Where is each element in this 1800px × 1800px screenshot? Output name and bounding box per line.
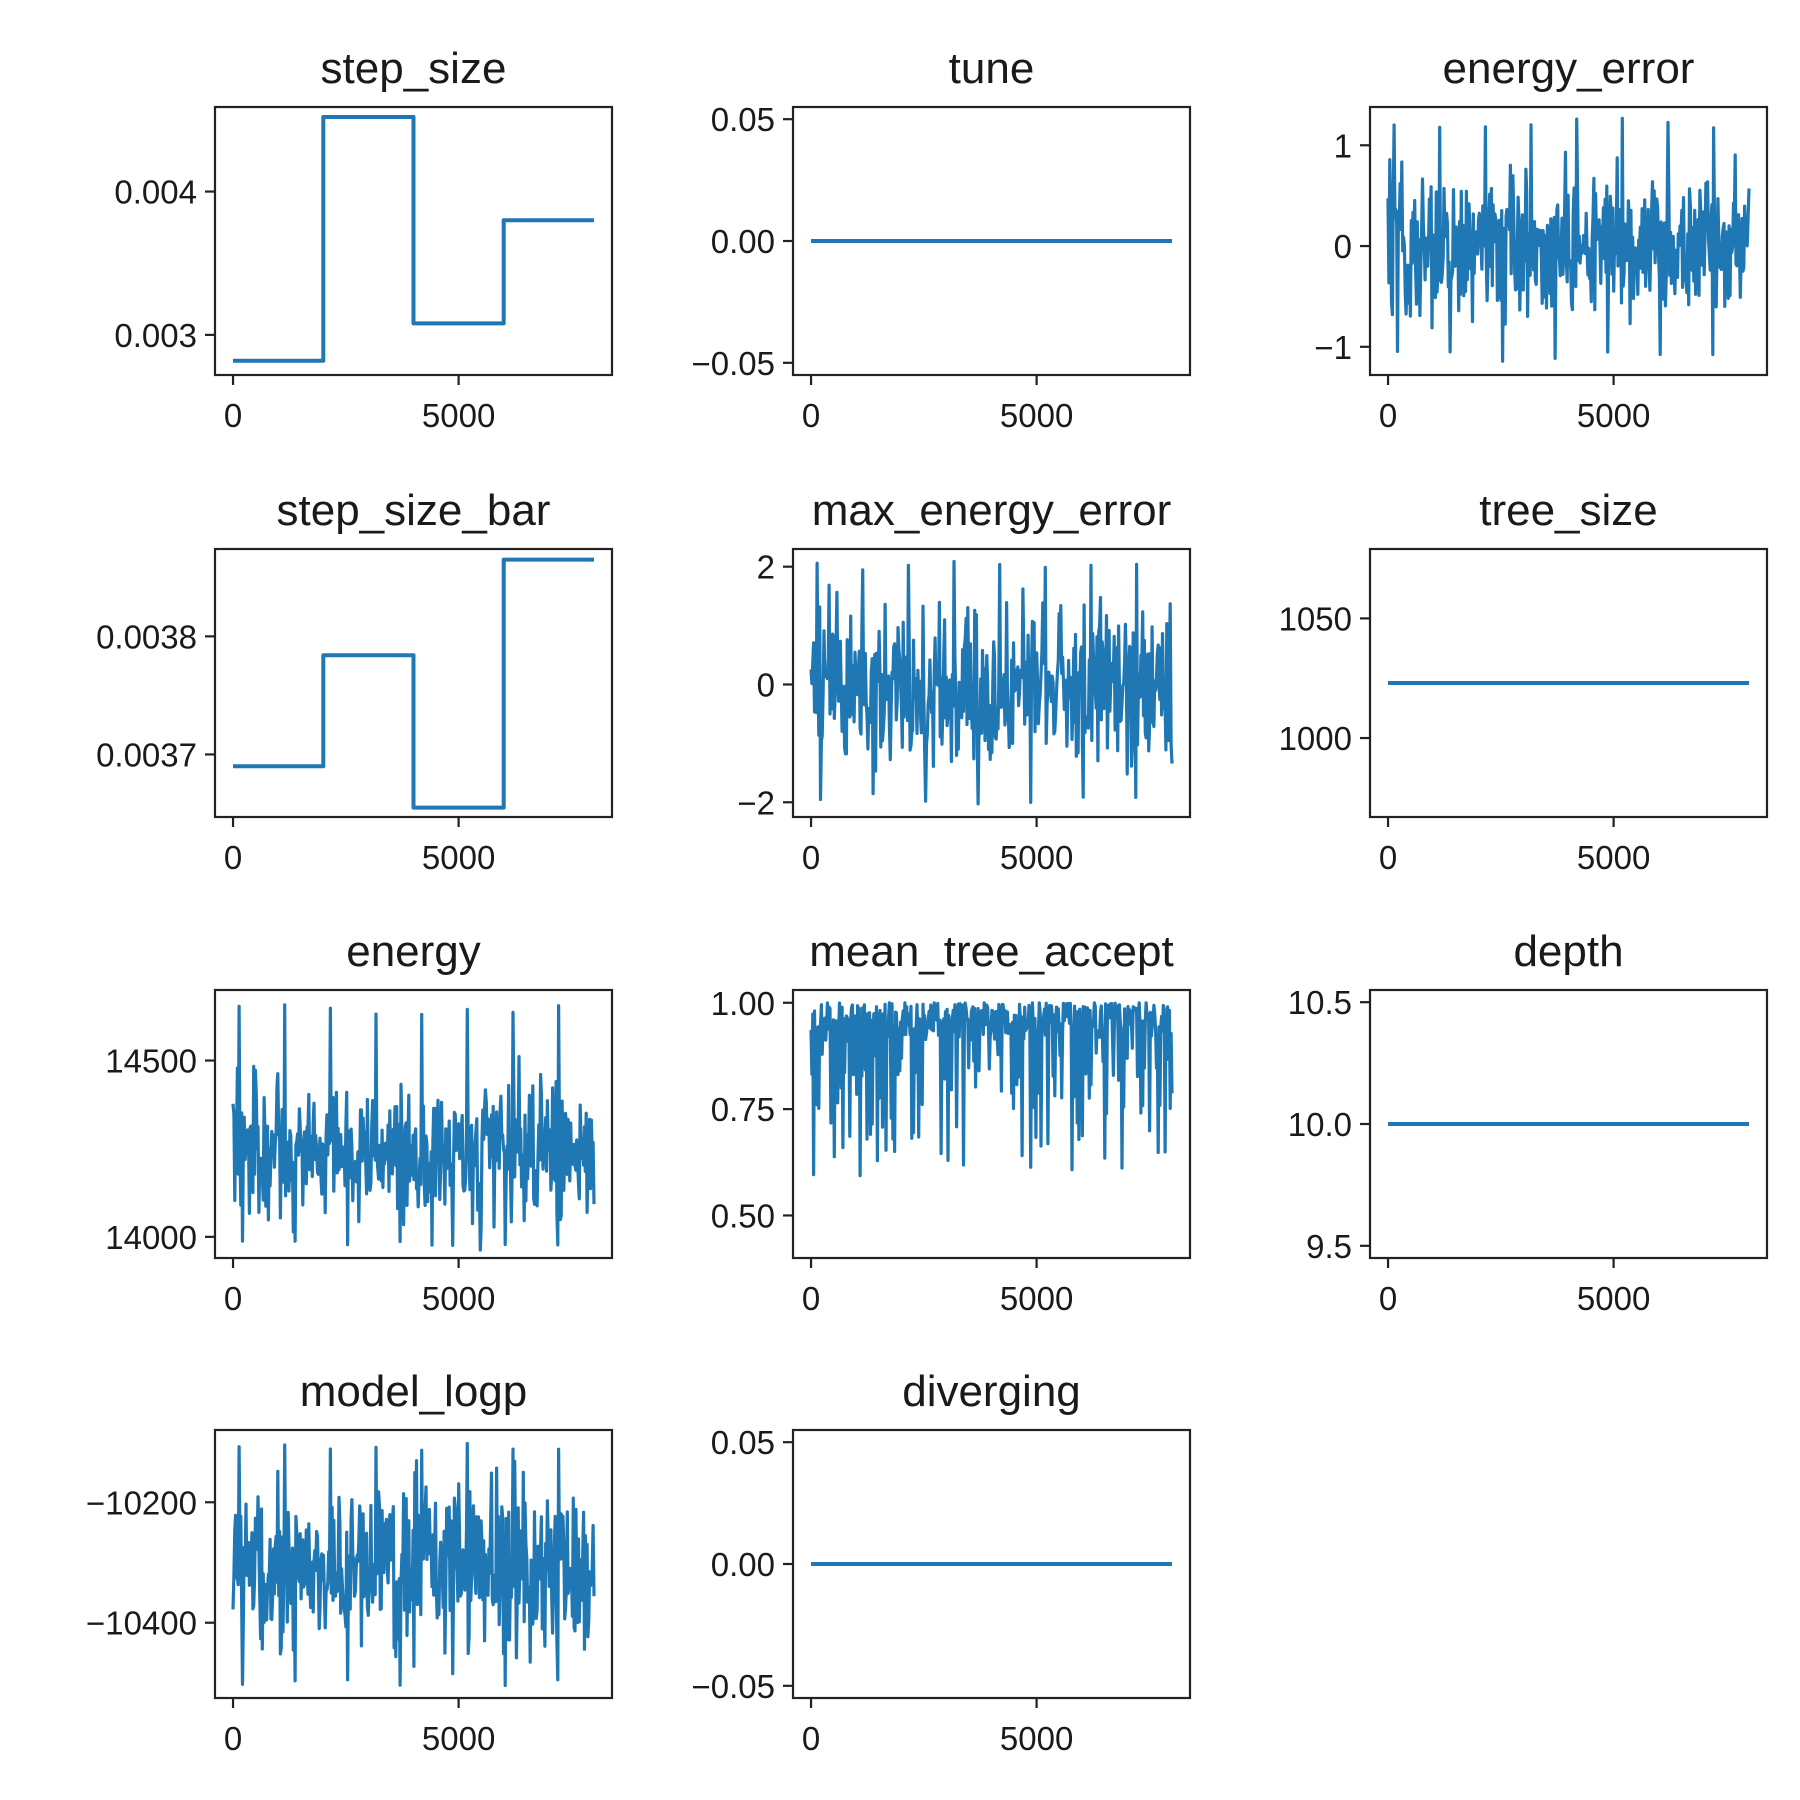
axes-frame — [213, 547, 614, 819]
y-tick-label: −10200 — [86, 1484, 197, 1521]
y-tick-label: 10.0 — [1288, 1106, 1352, 1143]
y-tick-label: −0.05 — [692, 345, 776, 382]
y-tick-label: 2 — [757, 549, 775, 586]
series-trace — [231, 1003, 596, 1252]
subplot-title: step_size — [321, 44, 507, 93]
x-tick-label: 0 — [1379, 1280, 1397, 1317]
y-tick-label: 0 — [1334, 228, 1352, 265]
x-tick-label: 5000 — [1000, 1720, 1073, 1757]
y-tick-label: 0.003 — [114, 317, 197, 354]
axes-frame — [791, 988, 1192, 1260]
y-tick-label: 0.75 — [711, 1091, 775, 1128]
y-tick-label: 0.00 — [711, 1546, 775, 1583]
subplot-step-size-bar: step_size_bar 0 5000 0.0037 0.0038 — [96, 486, 614, 876]
y-tick-label: 1050 — [1279, 600, 1352, 637]
y-tick-label: 1.00 — [711, 985, 775, 1022]
subplot-title: tree_size — [1479, 486, 1658, 535]
x-tick-label: 0 — [802, 397, 820, 434]
y-tick-label: 1000 — [1279, 720, 1352, 757]
subplot-tree-size: tree_size 0 5000 1000 1050 — [1279, 486, 1769, 876]
y-tick-label: 10.5 — [1288, 984, 1352, 1021]
x-tick-label: 0 — [224, 839, 242, 876]
x-tick-label: 5000 — [422, 839, 495, 876]
subplot-diverging: diverging 0 5000 −0.05 0.00 0.05 — [692, 1367, 1192, 1757]
series-trace — [809, 559, 1174, 806]
x-tick-label: 5000 — [1577, 397, 1650, 434]
axes-frame — [213, 105, 614, 377]
x-tick-label: 5000 — [422, 1720, 495, 1757]
x-tick-label: 5000 — [1000, 839, 1073, 876]
x-tick-label: 0 — [224, 397, 242, 434]
y-tick-label: 14500 — [105, 1043, 197, 1080]
series-trace — [809, 1001, 1174, 1178]
subplot-max-energy-error: max_energy_error 0 5000 −2 0 2 — [737, 486, 1192, 876]
subplot-title: diverging — [902, 1367, 1081, 1416]
y-tick-label: 0 — [757, 666, 775, 703]
subplot-title: energy_error — [1443, 44, 1695, 93]
y-tick-label: −2 — [737, 784, 775, 821]
series-trace — [233, 115, 594, 363]
x-tick-label: 0 — [802, 1280, 820, 1317]
subplot-grid: step_size 0 5000 0.003 0.004 tune 0 5000 −0.05 0.… — [86, 44, 1769, 1757]
y-tick-label: 0.0037 — [96, 736, 197, 773]
x-tick-label: 5000 — [422, 1280, 495, 1317]
axes-frame — [213, 988, 614, 1260]
subplot-step-size: step_size 0 5000 0.003 0.004 — [114, 44, 614, 434]
x-tick-label: 0 — [224, 1720, 242, 1757]
y-tick-label: 0.05 — [711, 1424, 775, 1461]
subplot-title: energy — [346, 927, 481, 976]
series-trace — [1386, 116, 1751, 363]
series-trace — [231, 1441, 596, 1688]
subplot-depth: depth 0 5000 9.5 10.0 10.5 — [1288, 927, 1769, 1317]
subplot-title: model_logp — [300, 1367, 528, 1416]
x-tick-label: 5000 — [422, 397, 495, 434]
y-tick-label: 14000 — [105, 1219, 197, 1256]
x-tick-label: 5000 — [1577, 839, 1650, 876]
x-tick-label: 5000 — [1577, 1280, 1650, 1317]
subplot-title: depth — [1513, 927, 1623, 976]
y-tick-label: 1 — [1334, 127, 1352, 164]
y-tick-label: 0.50 — [711, 1197, 775, 1234]
axes-frame — [791, 547, 1192, 819]
y-tick-label: −1 — [1314, 329, 1352, 366]
subplot-title: step_size_bar — [277, 486, 551, 535]
subplot-energy: energy 0 5000 14000 14500 — [105, 927, 614, 1317]
subplot-title: tune — [949, 44, 1035, 93]
subplot-title: mean_tree_accept — [809, 927, 1173, 976]
y-tick-label: 0.0038 — [96, 618, 197, 655]
subplot-tune: tune 0 5000 −0.05 0.00 0.05 — [692, 44, 1192, 434]
y-tick-label: 9.5 — [1306, 1228, 1352, 1265]
x-tick-label: 0 — [802, 1720, 820, 1757]
y-tick-label: −10400 — [86, 1605, 197, 1642]
subplot-energy-error: energy_error 0 5000 −1 0 1 — [1314, 44, 1769, 434]
axes-frame — [1368, 547, 1769, 819]
subplot-title: max_energy_error — [812, 486, 1172, 535]
axes-frame — [1368, 105, 1769, 377]
series-trace — [233, 557, 594, 810]
x-tick-label: 0 — [224, 1280, 242, 1317]
y-tick-label: 0.00 — [711, 223, 775, 260]
subplot-mean-tree-accept: mean_tree_accept 0 5000 0.50 0.75 1.00 — [711, 927, 1192, 1317]
x-tick-label: 5000 — [1000, 1280, 1073, 1317]
y-tick-label: 0.05 — [711, 101, 775, 138]
y-tick-label: −0.05 — [692, 1668, 776, 1705]
x-tick-label: 5000 — [1000, 397, 1073, 434]
subplot-model-logp: model_logp 0 5000 −10400 −10200 — [86, 1367, 614, 1757]
axes-frame — [213, 1428, 614, 1700]
x-tick-label: 0 — [1379, 397, 1397, 434]
y-tick-label: 0.004 — [114, 174, 197, 211]
x-tick-label: 0 — [1379, 839, 1397, 876]
x-tick-label: 0 — [802, 839, 820, 876]
